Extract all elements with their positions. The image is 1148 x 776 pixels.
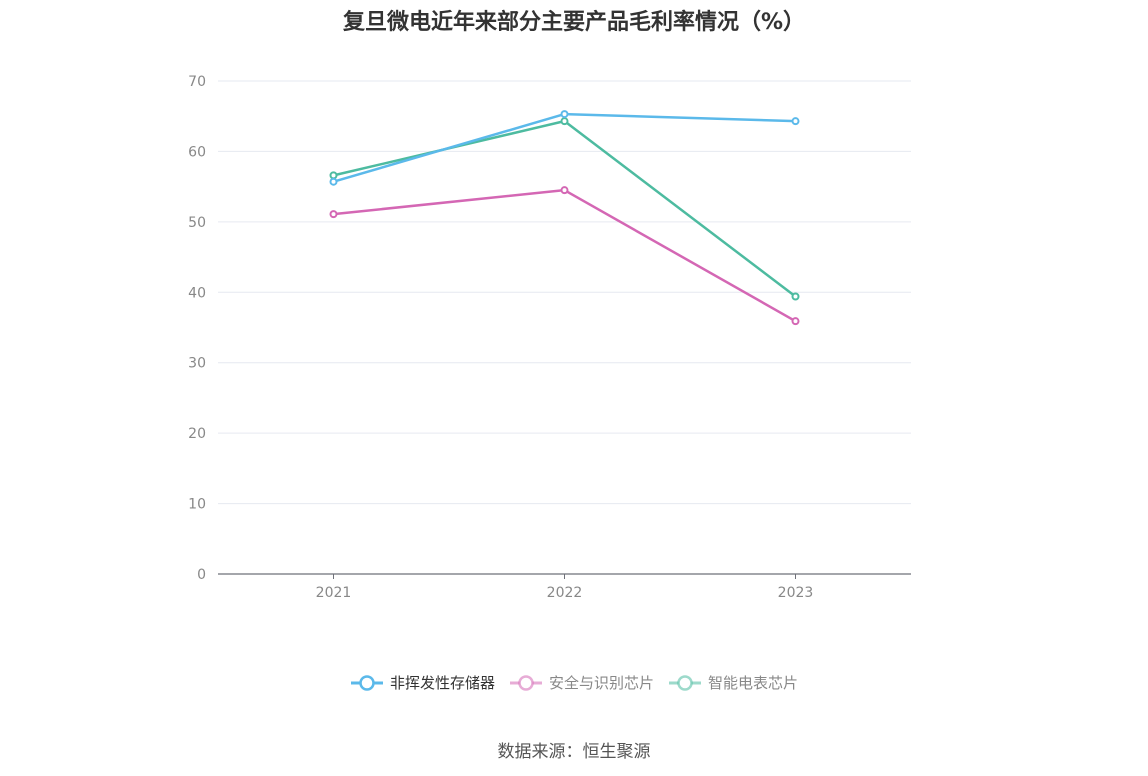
data-point[interactable] xyxy=(791,292,800,301)
legend-label: 智能电表芯片 xyxy=(708,674,799,692)
legend-label: 非挥发性存储器 xyxy=(389,674,495,692)
x-tick-label: 2023 xyxy=(778,585,814,601)
y-tick-label: 70 xyxy=(188,74,206,90)
data-point[interactable] xyxy=(791,117,800,126)
y-tick-label: 0 xyxy=(197,567,206,583)
data-point[interactable] xyxy=(329,171,338,180)
x-axis: 2021 2022 2023 xyxy=(218,573,911,601)
series-line-2 xyxy=(333,188,797,323)
y-tick-label: 10 xyxy=(188,497,206,513)
data-point[interactable] xyxy=(560,117,569,126)
legend-marker-icon xyxy=(669,674,701,691)
grid-lines: 0 10 20 30 40 50 60 70 xyxy=(188,74,911,583)
x-tick-label: 2021 xyxy=(316,585,352,601)
y-tick-label: 50 xyxy=(188,215,206,231)
data-point[interactable] xyxy=(329,177,338,186)
legend-marker-icon xyxy=(509,674,542,691)
legend-item-series-3[interactable]: 智能电表芯片 xyxy=(668,672,798,693)
y-tick-label: 30 xyxy=(188,356,206,372)
data-point[interactable] xyxy=(791,317,800,326)
y-tick-label: 40 xyxy=(188,285,206,301)
legend-item-series-2[interactable]: 安全与识别芯片 xyxy=(509,672,654,693)
y-tick-label: 20 xyxy=(188,426,206,442)
legend-label: 安全与识别芯片 xyxy=(548,674,654,692)
legend-item-series-1[interactable]: 非挥发性存储器 xyxy=(350,672,495,693)
series-lines xyxy=(329,110,800,326)
series-line-3 xyxy=(333,119,797,298)
legend: 非挥发性存储器 安全与识别芯片 智能电表芯片 xyxy=(0,672,1148,693)
data-point[interactable] xyxy=(560,110,569,119)
y-tick-label: 60 xyxy=(188,144,206,160)
chart-title: 复旦微电近年来部分主要产品毛利率情况（%） xyxy=(342,10,806,35)
data-point[interactable] xyxy=(560,186,569,195)
x-tick-label: 2022 xyxy=(547,585,583,601)
legend-marker-icon xyxy=(350,674,383,691)
source-note: 数据来源：恒生聚源 xyxy=(497,742,651,762)
data-point[interactable] xyxy=(329,210,338,219)
